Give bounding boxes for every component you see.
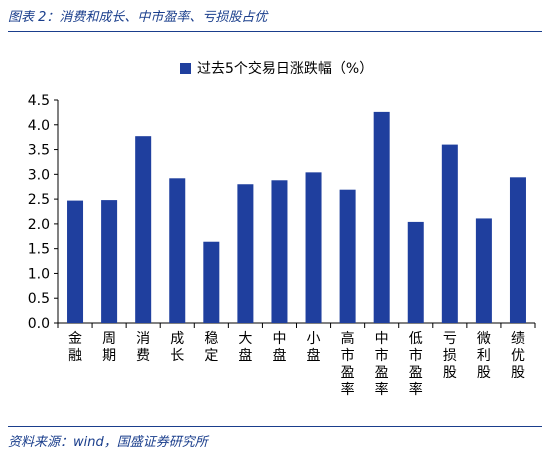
legend-swatch — [180, 63, 191, 74]
bar — [237, 184, 254, 323]
x-category-label: 大盘 — [238, 331, 252, 364]
bar — [135, 136, 152, 323]
bar — [305, 172, 322, 323]
y-tick-label: 3.0 — [28, 167, 50, 183]
x-category-label: 周期 — [102, 331, 116, 364]
legend-label: 过去5个交易日涨跌幅（%） — [197, 60, 373, 77]
y-tick-label: 2.0 — [28, 217, 50, 233]
y-tick-labels: 0.0 0.5 1.0 1.5 2.0 2.5 3.0 3.5 4.0 4.5 — [28, 93, 50, 332]
source-rule — [8, 426, 542, 427]
x-category-label: 绩优股 — [511, 331, 525, 381]
bar — [271, 180, 288, 323]
x-category-label: 小盘 — [307, 331, 321, 364]
x-category-label: 高市盈率 — [341, 330, 355, 398]
x-category-label: 低市盈率 — [409, 331, 423, 398]
bar — [203, 241, 220, 323]
y-tick-label: 1.0 — [28, 266, 50, 282]
figure-title: 图表 2：消费和成长、中市盈率、亏损股占优 — [8, 10, 268, 25]
bar — [169, 178, 186, 323]
y-tick-label: 4.0 — [28, 118, 50, 134]
bar — [339, 189, 356, 323]
x-category-label: 亏损股 — [443, 331, 457, 381]
x-category-label: 成长 — [170, 331, 184, 364]
source-note: 资料来源：wind，国盛证券研究所 — [8, 435, 208, 450]
x-category-label: 金融 — [68, 331, 82, 364]
axes — [54, 99, 536, 328]
title-rule — [8, 31, 542, 32]
x-category-label: 中盘 — [272, 331, 286, 364]
y-tick-label: 0.0 — [28, 316, 50, 332]
bar — [373, 111, 390, 323]
x-category-label: 稳定 — [204, 331, 218, 364]
x-category-label: 消费 — [136, 331, 150, 364]
x-category-label: 中市盈率 — [375, 331, 389, 398]
bar-chart: 过去5个交易日涨跌幅（%） 0.0 0.5 1.0 1.5 2.0 2.5 3.0 3.5 4.… — [28, 60, 536, 398]
bar — [509, 177, 526, 323]
y-tick-label: 2.5 — [28, 192, 50, 208]
bar — [441, 144, 458, 323]
bars — [67, 111, 526, 323]
y-tick-label: 3.5 — [28, 143, 50, 159]
bar — [67, 200, 84, 323]
y-tick-label: 4.5 — [28, 93, 50, 109]
legend: 过去5个交易日涨跌幅（%） — [180, 60, 373, 77]
bar — [407, 221, 424, 323]
y-tick-label: 0.5 — [28, 291, 50, 307]
y-tick-label: 1.5 — [28, 242, 50, 258]
bar — [475, 218, 492, 323]
bar — [101, 200, 118, 323]
x-category-label: 微利股 — [477, 331, 491, 381]
